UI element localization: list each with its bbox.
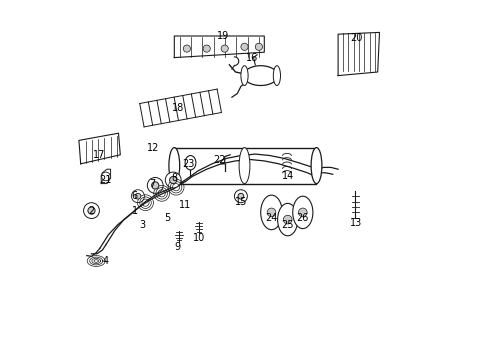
Circle shape [83,203,99,219]
Text: 6: 6 [131,191,138,201]
Circle shape [183,45,190,52]
Text: 7: 7 [149,179,156,189]
Ellipse shape [260,195,282,230]
Circle shape [102,172,110,181]
Text: 24: 24 [265,213,277,223]
Text: 21: 21 [100,175,112,185]
Text: 16: 16 [245,53,257,63]
Text: 4: 4 [102,256,109,266]
Text: 15: 15 [234,197,246,207]
Text: 17: 17 [92,150,104,160]
Text: 11: 11 [179,200,191,210]
Polygon shape [337,32,379,76]
Text: 9: 9 [175,242,181,252]
Circle shape [298,208,306,217]
Circle shape [169,176,177,184]
Circle shape [234,190,247,203]
Circle shape [266,208,275,217]
Circle shape [203,45,210,52]
Ellipse shape [243,66,277,85]
Circle shape [88,207,95,214]
Text: 8: 8 [171,173,177,183]
Text: 19: 19 [216,31,228,41]
Circle shape [283,215,291,224]
Circle shape [147,177,163,193]
Text: 5: 5 [163,213,170,223]
Circle shape [255,43,262,50]
Polygon shape [174,36,264,58]
Text: 10: 10 [193,233,205,243]
Text: 13: 13 [349,218,362,228]
Text: 23: 23 [182,159,195,169]
Circle shape [131,190,144,203]
Text: 3: 3 [139,220,144,230]
Ellipse shape [241,66,247,85]
Circle shape [135,193,141,199]
Circle shape [238,193,244,199]
Ellipse shape [273,66,280,85]
Circle shape [165,172,181,188]
Text: 22: 22 [213,155,225,165]
Ellipse shape [239,148,249,184]
Text: 14: 14 [281,171,293,181]
Text: 2: 2 [88,206,95,216]
Text: 1: 1 [131,206,138,216]
Text: 18: 18 [171,103,183,113]
Circle shape [221,45,228,52]
Text: 26: 26 [295,213,307,223]
Text: 20: 20 [349,33,362,43]
Polygon shape [79,133,120,164]
Ellipse shape [185,156,196,170]
Ellipse shape [277,203,297,236]
Circle shape [241,43,247,50]
Text: 25: 25 [281,220,293,230]
Circle shape [151,182,159,189]
Text: 12: 12 [146,143,159,153]
Ellipse shape [310,148,321,184]
Ellipse shape [292,196,312,229]
Ellipse shape [168,148,179,184]
Polygon shape [174,148,316,184]
